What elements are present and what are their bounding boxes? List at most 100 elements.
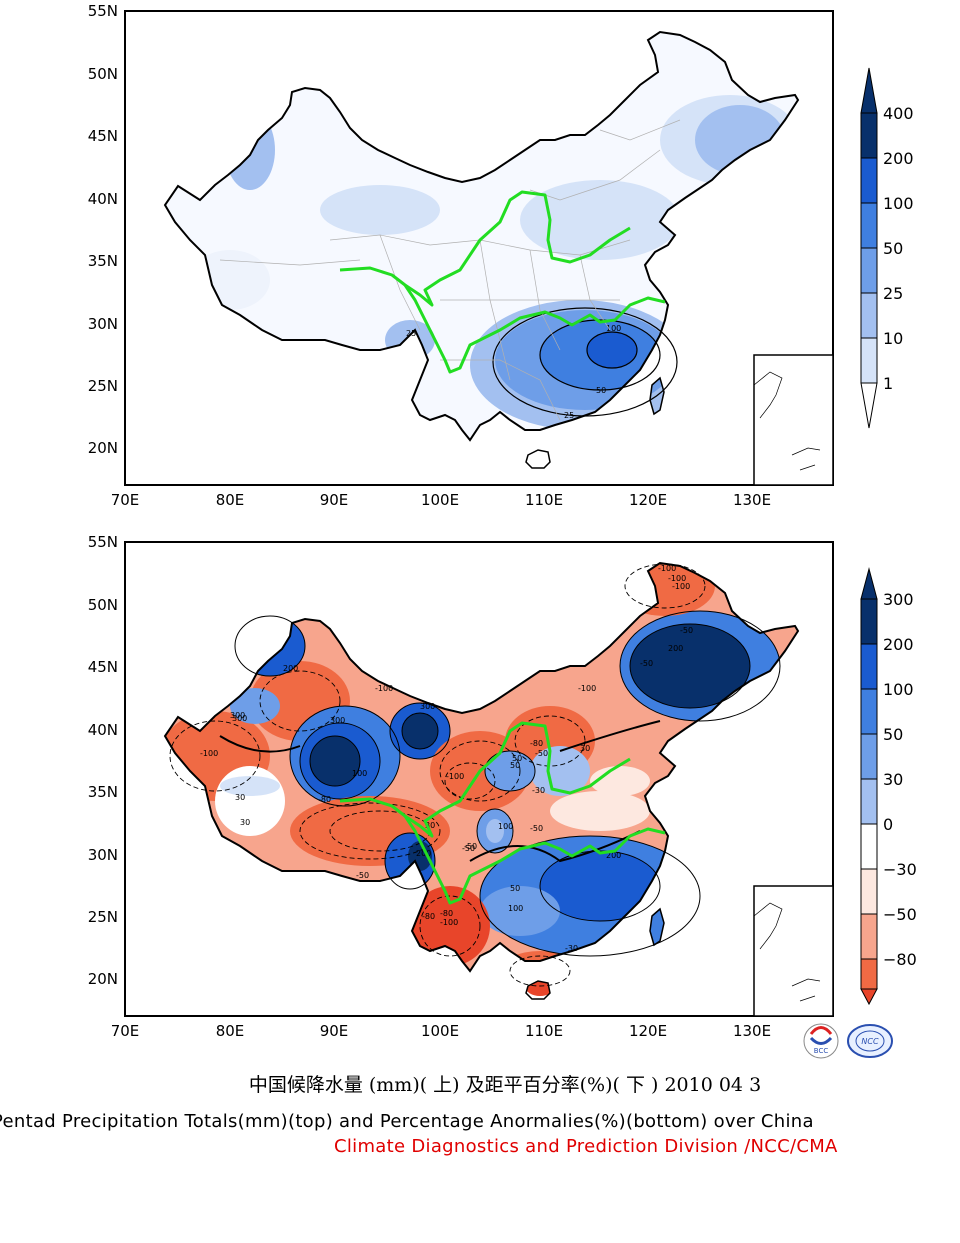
svg-text:BCC: BCC bbox=[814, 1047, 829, 1055]
svg-text:-100: -100 bbox=[658, 564, 676, 573]
svg-text:200: 200 bbox=[883, 635, 914, 654]
svg-text:100E: 100E bbox=[421, 491, 459, 509]
bottom-colorbar-bin bbox=[860, 688, 878, 735]
svg-text:25: 25 bbox=[564, 411, 574, 420]
svg-text:-50: -50 bbox=[356, 871, 369, 880]
top-colorbar-bin bbox=[860, 292, 878, 339]
svg-text:300: 300 bbox=[232, 714, 247, 723]
svg-text:100: 100 bbox=[883, 680, 914, 699]
caption-english: Pentad Precipitation Totals(mm)(top) and… bbox=[0, 1111, 814, 1132]
svg-text:70E: 70E bbox=[111, 1022, 140, 1040]
svg-text:-100: -100 bbox=[668, 574, 686, 583]
svg-text:30: 30 bbox=[240, 818, 250, 827]
svg-text:-100: -100 bbox=[578, 684, 596, 693]
bcc-logo: BCC bbox=[803, 1023, 839, 1059]
top-south-china-sea-inset bbox=[753, 354, 834, 486]
svg-text:40N: 40N bbox=[88, 190, 118, 208]
bottom-contour-lines bbox=[219, 610, 781, 957]
svg-text:300: 300 bbox=[883, 590, 914, 609]
bottom-colorbar-bin bbox=[860, 778, 878, 825]
svg-text:200: 200 bbox=[606, 851, 621, 860]
svg-text:70E: 70E bbox=[111, 491, 140, 509]
svg-text:1: 1 bbox=[883, 374, 893, 393]
bottom-lat-axis: 55N 50N 45N 40N 35N 30N 25N 20N bbox=[88, 533, 118, 988]
svg-text:50: 50 bbox=[512, 754, 522, 763]
bottom-colorbar-bin bbox=[860, 733, 878, 780]
bottom-colorbar-bin bbox=[860, 913, 878, 960]
svg-text:-80: -80 bbox=[440, 909, 453, 918]
svg-text:35N: 35N bbox=[88, 252, 118, 270]
svg-text:-30: -30 bbox=[565, 944, 578, 953]
svg-text:40N: 40N bbox=[88, 721, 118, 739]
svg-text:10: 10 bbox=[883, 329, 903, 348]
caption-chinese: 中国候降水量 (mm)( 上) 及距平百分率(%)( 下 ) 2010 04 3 bbox=[248, 1074, 762, 1096]
svg-text:200: 200 bbox=[283, 664, 298, 673]
precip-maps: 100 50 25 25 bbox=[88, 2, 917, 1059]
bottom-lon-axis: 70E 80E 90E 100E 110E 120E 130E bbox=[111, 1022, 771, 1040]
svg-text:50: 50 bbox=[596, 386, 606, 395]
bottom-yellow-river bbox=[339, 721, 631, 838]
svg-text:30: 30 bbox=[235, 793, 245, 802]
svg-text:130E: 130E bbox=[733, 491, 771, 509]
svg-text:-100: -100 bbox=[440, 918, 458, 927]
svg-text:30: 30 bbox=[580, 744, 590, 753]
bottom-rivers bbox=[339, 721, 666, 905]
top-colorbar-bin bbox=[860, 247, 878, 294]
svg-text:0: 0 bbox=[883, 815, 893, 834]
svg-text:50: 50 bbox=[510, 884, 520, 893]
svg-text:-100: -100 bbox=[375, 684, 393, 693]
svg-text:100E: 100E bbox=[421, 1022, 459, 1040]
top-colorbar-cap-bottom bbox=[860, 382, 878, 429]
ncc-logo: NCC bbox=[847, 1024, 893, 1058]
svg-text:80E: 80E bbox=[216, 1022, 245, 1040]
svg-text:45N: 45N bbox=[88, 127, 118, 145]
svg-text:45N: 45N bbox=[88, 658, 118, 676]
top-colorbar-bin bbox=[860, 202, 878, 249]
svg-text:-80: -80 bbox=[422, 912, 435, 921]
svg-text:55N: 55N bbox=[88, 533, 118, 551]
top-rivers bbox=[339, 190, 666, 374]
top-colorbar: 400 200 100 50 25 10 1 bbox=[860, 67, 914, 429]
svg-text:20N: 20N bbox=[88, 439, 118, 457]
caption-division: Climate Diagnostics and Prediction Divis… bbox=[334, 1136, 838, 1157]
svg-text:300: 300 bbox=[330, 716, 345, 725]
bottom-colorbar-cap-top bbox=[860, 567, 878, 600]
svg-text:-80: -80 bbox=[530, 739, 543, 748]
svg-text:100: 100 bbox=[498, 822, 513, 831]
bottom-colorbar-bin bbox=[860, 643, 878, 690]
svg-text:20N: 20N bbox=[88, 970, 118, 988]
top-colorbar-bin bbox=[860, 157, 878, 204]
svg-text:-50: -50 bbox=[464, 842, 477, 851]
svg-text:-80: -80 bbox=[318, 795, 331, 804]
svg-text:300: 300 bbox=[420, 702, 435, 711]
svg-text:25N: 25N bbox=[88, 377, 118, 395]
bottom-map-panel: -100 -100 -100 -50 -50 200 300 300 300 -… bbox=[88, 533, 917, 1059]
svg-text:200: 200 bbox=[416, 849, 431, 858]
svg-text:30N: 30N bbox=[88, 846, 118, 864]
bottom-yangtze-river bbox=[403, 815, 666, 905]
svg-text:130E: 130E bbox=[733, 1022, 771, 1040]
svg-text:55N: 55N bbox=[88, 2, 118, 20]
svg-text:−50: −50 bbox=[883, 905, 917, 924]
svg-text:50: 50 bbox=[883, 239, 903, 258]
svg-text:300: 300 bbox=[230, 711, 245, 720]
svg-text:110E: 110E bbox=[525, 491, 563, 509]
svg-text:50N: 50N bbox=[88, 65, 118, 83]
bottom-colorbar-cap-bottom bbox=[860, 988, 878, 1006]
svg-text:25N: 25N bbox=[88, 908, 118, 926]
svg-text:-50: -50 bbox=[680, 626, 693, 635]
bottom-dashed-contours bbox=[169, 563, 706, 987]
svg-text:-50: -50 bbox=[535, 749, 548, 758]
svg-text:120E: 120E bbox=[629, 491, 667, 509]
svg-text:30N: 30N bbox=[88, 315, 118, 333]
svg-text:-100: -100 bbox=[672, 582, 690, 591]
bottom-colorbar-bin bbox=[860, 598, 878, 645]
top-colorbar-bin bbox=[860, 112, 878, 159]
svg-text:-50: -50 bbox=[530, 824, 543, 833]
top-lon-axis: 70E 80E 90E 100E 110E 120E 130E bbox=[111, 491, 771, 509]
top-yangtze-river bbox=[403, 284, 666, 374]
top-map-panel: 100 50 25 25 bbox=[88, 2, 914, 509]
bottom-colorbar-bin bbox=[860, 823, 878, 870]
svg-text:−30: −30 bbox=[883, 860, 917, 879]
svg-text:30: 30 bbox=[425, 821, 435, 830]
